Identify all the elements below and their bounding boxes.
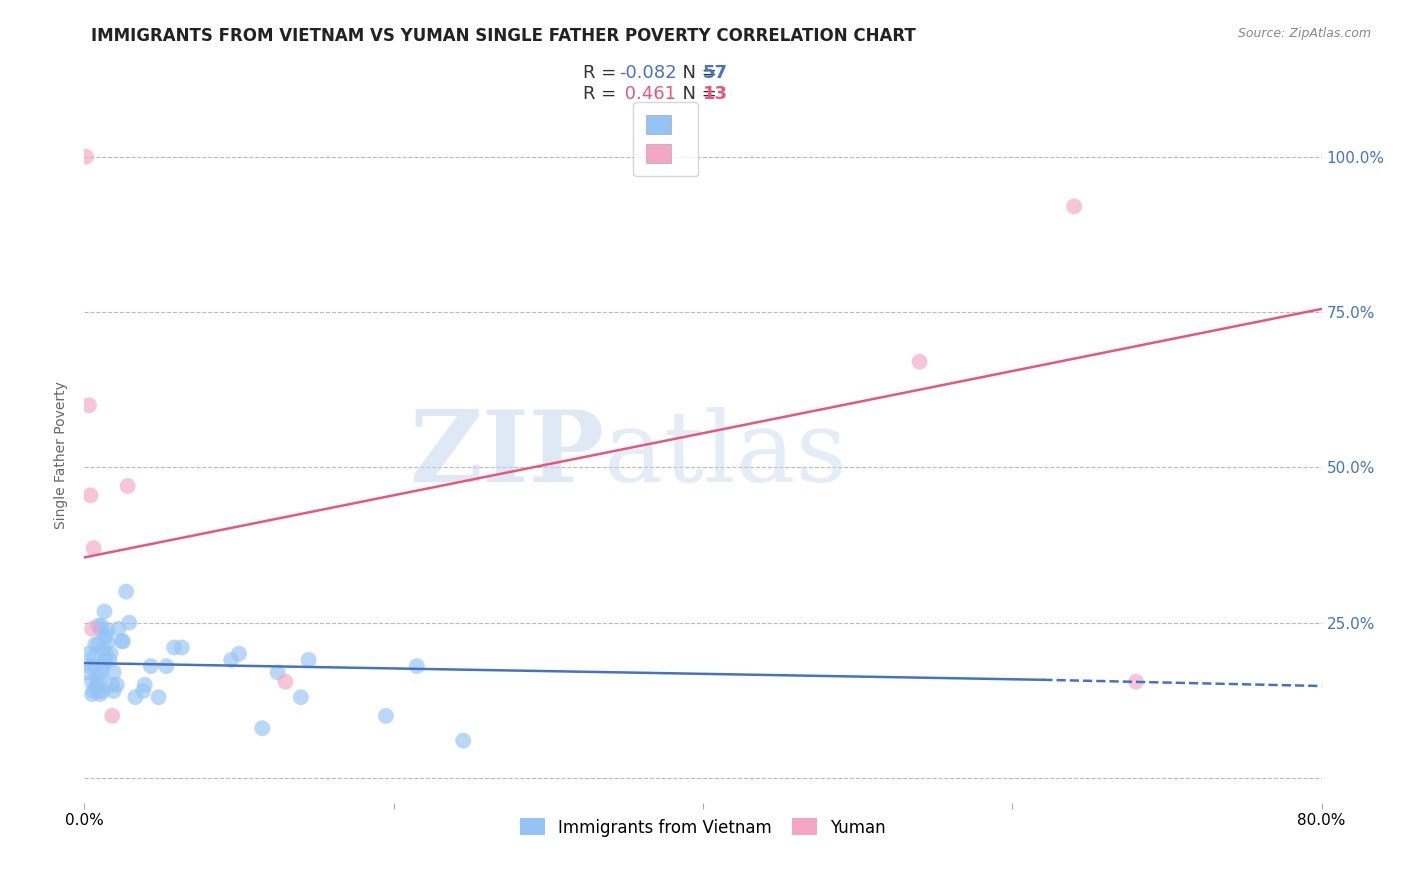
Point [107,622,129,636]
Point [117,479,139,493]
Legend: Immigrants from Vietnam, Yuman: Immigrants from Vietnam, Yuman [513,812,893,843]
Point [1125,674,1147,689]
Y-axis label: Single Father Poverty: Single Father Poverty [55,381,69,529]
Point [374,708,398,723]
Point [90,665,112,680]
Text: N =: N = [671,64,723,82]
Point [297,653,319,667]
Point [274,674,297,689]
Text: 0.461: 0.461 [619,85,676,103]
Point [118,615,141,630]
Point [132,684,155,698]
Text: 57: 57 [703,64,728,82]
Point [93,605,115,619]
Point [124,690,146,705]
Point [79,659,101,673]
Point [170,640,193,655]
Point [84,637,107,651]
Text: R =: R = [583,64,623,82]
Point [79,488,101,502]
Point [405,659,427,673]
Point [163,640,186,655]
Point [91,684,114,698]
Point [87,637,110,651]
Point [86,678,108,692]
Point [98,653,121,667]
Point [86,672,108,686]
Point [83,684,105,698]
Point [103,665,125,680]
Point [93,629,115,643]
Point [115,584,138,599]
Text: IMMIGRANTS FROM VIETNAM VS YUMAN SINGLE FATHER POVERTY CORRELATION CHART: IMMIGRANTS FROM VIETNAM VS YUMAN SINGLE … [91,27,917,45]
Point [87,684,110,698]
Point [148,690,170,705]
Point [91,659,114,673]
Point [1063,199,1085,213]
Point [77,398,100,412]
Point [250,721,273,735]
Point [267,665,290,680]
Point [87,619,110,633]
Text: atlas: atlas [605,407,846,503]
Point [84,659,107,673]
Point [101,708,124,723]
Point [83,541,105,555]
Point [110,634,132,648]
Point [155,659,177,673]
Point [219,653,242,667]
Point [75,150,97,164]
Point [89,687,111,701]
Point [453,733,475,747]
Point [103,684,125,698]
Point [89,672,111,686]
Point [105,678,128,692]
Point [90,619,112,633]
Point [94,647,117,661]
Point [82,622,104,636]
Text: N =: N = [671,85,723,103]
Point [290,690,312,705]
Point [77,647,100,661]
Point [134,678,156,692]
Text: Source: ZipAtlas.com: Source: ZipAtlas.com [1237,27,1371,40]
Point [94,629,117,643]
Point [83,649,105,664]
Point [96,635,118,649]
Point [101,678,124,692]
Point [82,674,104,689]
Point [908,355,931,369]
Text: ZIP: ZIP [409,407,605,503]
Point [228,647,250,661]
Text: 13: 13 [703,85,728,103]
Point [96,623,118,637]
Point [90,623,112,637]
Point [75,665,97,680]
Text: -0.082: -0.082 [619,64,676,82]
Point [100,647,122,661]
Point [139,659,162,673]
Text: R =: R = [583,85,623,103]
Point [82,687,104,701]
Point [112,634,135,648]
Point [91,641,114,656]
Point [93,653,115,667]
